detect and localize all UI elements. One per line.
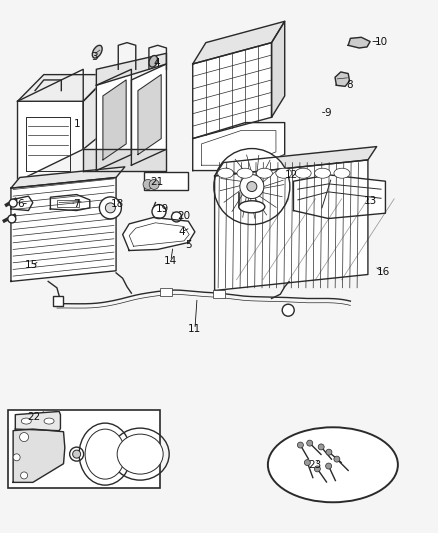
- Text: 21: 21: [150, 177, 163, 187]
- Ellipse shape: [334, 168, 350, 178]
- Text: 6: 6: [18, 199, 25, 208]
- Polygon shape: [215, 147, 377, 176]
- Polygon shape: [348, 37, 370, 48]
- Text: 19: 19: [155, 204, 169, 214]
- Polygon shape: [293, 175, 385, 219]
- Circle shape: [152, 205, 166, 219]
- Ellipse shape: [117, 434, 163, 474]
- Ellipse shape: [307, 440, 313, 446]
- Ellipse shape: [99, 197, 121, 219]
- Ellipse shape: [304, 459, 311, 466]
- Text: 14: 14: [164, 256, 177, 266]
- Bar: [53, 296, 64, 306]
- Text: 10: 10: [374, 37, 388, 46]
- Bar: [213, 290, 225, 298]
- Ellipse shape: [276, 168, 292, 178]
- Ellipse shape: [326, 449, 332, 455]
- Text: 9: 9: [324, 108, 331, 118]
- Ellipse shape: [21, 472, 28, 479]
- Polygon shape: [18, 75, 109, 101]
- Polygon shape: [138, 75, 161, 155]
- Polygon shape: [123, 217, 195, 251]
- Text: 7: 7: [73, 199, 80, 208]
- Ellipse shape: [21, 418, 31, 424]
- Ellipse shape: [334, 456, 340, 462]
- Polygon shape: [335, 72, 350, 86]
- Text: 4: 4: [153, 58, 160, 68]
- Polygon shape: [11, 167, 125, 188]
- Text: 13: 13: [364, 197, 377, 206]
- Circle shape: [282, 304, 294, 316]
- Text: 1: 1: [73, 119, 80, 128]
- Ellipse shape: [314, 168, 331, 178]
- Bar: [57, 200, 79, 207]
- Polygon shape: [15, 411, 60, 431]
- Polygon shape: [96, 53, 166, 85]
- Ellipse shape: [268, 427, 398, 502]
- Ellipse shape: [218, 168, 233, 178]
- Text: 5: 5: [185, 240, 192, 250]
- Ellipse shape: [295, 168, 311, 178]
- Circle shape: [143, 180, 153, 189]
- Text: 3: 3: [91, 52, 98, 62]
- Ellipse shape: [13, 454, 20, 461]
- Polygon shape: [193, 21, 285, 64]
- Text: 16: 16: [377, 267, 390, 277]
- Polygon shape: [11, 177, 116, 281]
- Bar: [160, 288, 173, 296]
- Polygon shape: [96, 69, 131, 171]
- Ellipse shape: [297, 442, 304, 448]
- Ellipse shape: [20, 433, 28, 441]
- Text: 22: 22: [28, 412, 41, 422]
- Ellipse shape: [318, 444, 324, 450]
- Ellipse shape: [92, 45, 102, 58]
- Ellipse shape: [73, 450, 81, 458]
- Ellipse shape: [8, 215, 16, 223]
- Ellipse shape: [239, 201, 265, 213]
- Text: 11: 11: [188, 325, 201, 334]
- Ellipse shape: [70, 447, 84, 461]
- Polygon shape: [50, 195, 90, 211]
- Polygon shape: [18, 69, 83, 181]
- Ellipse shape: [44, 418, 54, 424]
- Polygon shape: [193, 43, 272, 139]
- Circle shape: [172, 212, 181, 222]
- FancyBboxPatch shape: [144, 172, 187, 190]
- Circle shape: [149, 180, 159, 189]
- Ellipse shape: [237, 168, 253, 178]
- Text: 23: 23: [309, 460, 322, 470]
- Text: 8: 8: [346, 80, 353, 90]
- Ellipse shape: [85, 429, 125, 479]
- Text: 20: 20: [177, 211, 191, 221]
- Text: 15: 15: [25, 261, 38, 270]
- Ellipse shape: [256, 168, 272, 178]
- Bar: [8, 410, 160, 488]
- Polygon shape: [13, 429, 65, 482]
- Polygon shape: [193, 123, 285, 171]
- Text: 4: 4: [178, 227, 185, 237]
- Ellipse shape: [149, 55, 158, 67]
- Polygon shape: [83, 149, 166, 171]
- Polygon shape: [83, 75, 110, 149]
- Polygon shape: [103, 80, 126, 160]
- Polygon shape: [131, 64, 166, 165]
- Ellipse shape: [325, 463, 332, 469]
- Ellipse shape: [247, 182, 257, 191]
- Text: 12: 12: [285, 170, 298, 180]
- Ellipse shape: [314, 466, 320, 472]
- Ellipse shape: [106, 203, 115, 213]
- Polygon shape: [272, 21, 285, 117]
- Ellipse shape: [214, 149, 290, 224]
- Text: 18: 18: [111, 199, 124, 208]
- Ellipse shape: [240, 174, 264, 199]
- Polygon shape: [215, 160, 368, 290]
- Ellipse shape: [9, 199, 17, 207]
- Polygon shape: [11, 196, 33, 211]
